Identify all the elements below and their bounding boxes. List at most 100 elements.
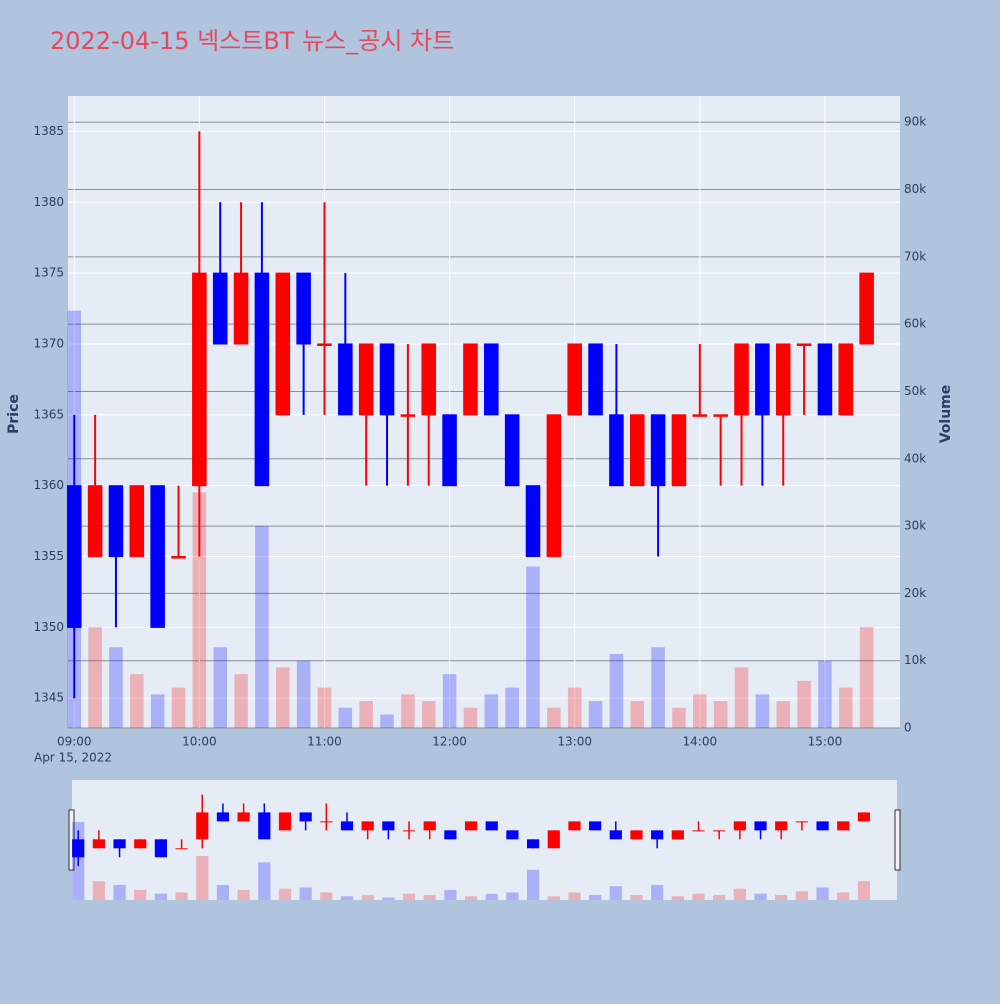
slider-volume-bar <box>444 889 457 900</box>
volume-bar <box>588 701 603 728</box>
candle-body <box>796 343 812 346</box>
slider-candle-body <box>754 821 767 831</box>
volume-bar <box>130 674 144 728</box>
candle-body <box>233 272 249 345</box>
y2-axis-title: Volume <box>938 385 954 444</box>
candle-body <box>108 485 124 558</box>
volume-bar <box>547 707 561 728</box>
candle-body <box>692 414 708 417</box>
slider-candle-body <box>444 830 457 840</box>
candle-body <box>442 414 457 487</box>
y2-tick-label: 80k <box>904 182 926 196</box>
candle-body <box>671 414 687 487</box>
slider-candle-body <box>713 830 726 832</box>
slider-volume-bar <box>340 896 354 900</box>
y-tick-label: 1375 <box>33 266 64 280</box>
volume-bar <box>859 627 874 728</box>
candle-body <box>358 343 374 416</box>
y2-tick-label: 60k <box>904 317 926 331</box>
volume-bar <box>338 707 353 728</box>
volume-bar <box>797 680 811 728</box>
slider-volume-bar <box>713 894 726 900</box>
candle-body <box>734 343 749 416</box>
x-tick-label: 13:00 <box>557 735 592 749</box>
slider-candle-body <box>361 821 374 831</box>
volume-bar <box>109 647 123 728</box>
slider-volume-bar <box>775 894 788 900</box>
volume-bar <box>380 714 394 728</box>
candle-body <box>755 343 770 416</box>
volume-bar <box>276 667 290 728</box>
y-tick-label: 1350 <box>33 620 64 634</box>
slider-volume-bar <box>547 896 560 900</box>
volume-bar <box>609 653 624 728</box>
volume-bar <box>234 674 248 728</box>
slider-candle-body <box>278 812 292 831</box>
candle-body <box>150 485 165 628</box>
slider-candle-body <box>837 821 850 831</box>
slider-volume-bar <box>857 881 871 900</box>
slider-candle-body <box>216 812 230 822</box>
candle-body <box>296 272 311 345</box>
volume-bar <box>630 701 645 728</box>
slider-volume-bar <box>175 892 188 900</box>
slider-volume-bar <box>671 896 684 900</box>
candle-body <box>317 343 332 346</box>
volume-bar <box>442 674 457 728</box>
slider-candle-body <box>320 821 333 823</box>
x-tick-label: 11:00 <box>307 735 342 749</box>
candle-body <box>275 272 291 416</box>
slider-candle-body <box>423 821 436 831</box>
slider-volume-bar <box>464 896 478 900</box>
volume-bar <box>672 707 686 728</box>
candle-body <box>609 414 624 487</box>
slider-volume-bar <box>134 889 147 900</box>
slider-candle-body <box>134 839 147 849</box>
candle-body <box>192 272 207 487</box>
candle-body <box>775 343 791 416</box>
rangeslider-handle[interactable] <box>894 809 901 871</box>
rangeslider-background <box>72 780 897 900</box>
volume-bar <box>693 694 707 728</box>
slider-volume-bar <box>837 892 850 900</box>
candle-body <box>379 343 395 416</box>
slider-candle-body <box>154 839 168 858</box>
volume-bar <box>421 701 436 728</box>
candle-body <box>504 414 520 487</box>
slider-volume-bar <box>795 891 808 900</box>
volume-bar <box>755 694 770 728</box>
candle-body <box>87 485 103 558</box>
volume-bar <box>484 694 499 728</box>
y-axis-title: Price <box>6 394 22 434</box>
slider-volume-bar <box>568 892 581 900</box>
x-tick-label: 14:00 <box>683 735 718 749</box>
y2-tick-label: 50k <box>904 384 926 398</box>
slider-candle-body <box>671 830 684 840</box>
volume-bar <box>88 627 102 728</box>
volume-bar <box>213 647 227 728</box>
slider-volume-bar <box>733 888 746 900</box>
slider-candle-body <box>237 812 250 822</box>
candle-body <box>588 343 603 416</box>
slider-candle-body <box>113 839 126 849</box>
x-date-label: Apr 15, 2022 <box>34 751 112 765</box>
slider-candle-body <box>196 812 209 840</box>
x-tick-label: 10:00 <box>182 735 217 749</box>
volume-bar <box>192 492 207 728</box>
slider-volume-bar <box>361 894 374 900</box>
volume-bar <box>255 526 269 728</box>
y2-tick-label: 0 <box>904 721 912 735</box>
volume-bar <box>734 667 749 728</box>
slider-volume-bar <box>237 889 250 900</box>
candle-body <box>567 343 582 416</box>
slider-candle-body <box>526 839 540 849</box>
slider-candle-body <box>795 821 808 823</box>
y-tick-label: 1370 <box>33 336 64 350</box>
candle-body <box>546 414 562 558</box>
slider-volume-bar <box>382 897 395 900</box>
y-tick-label: 1380 <box>33 195 64 209</box>
slider-volume-bar <box>423 894 436 900</box>
candle-body <box>171 556 186 559</box>
candle-body <box>859 272 874 345</box>
slider-volume-bar <box>630 894 643 900</box>
